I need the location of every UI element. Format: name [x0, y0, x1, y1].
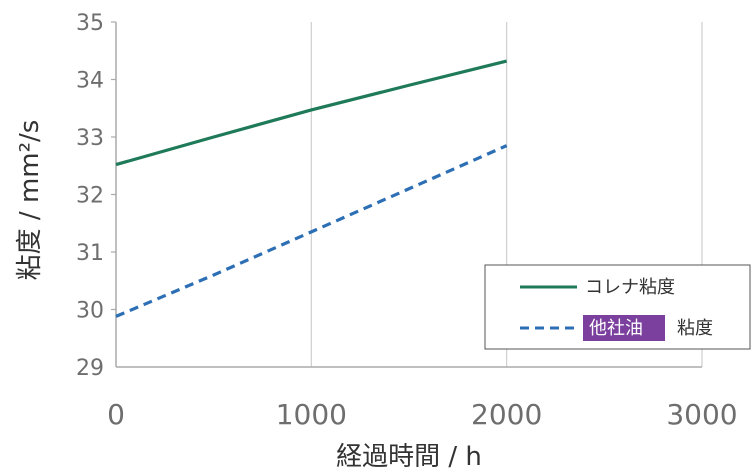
legend-label-series-2-rest: 粘度 — [677, 318, 713, 339]
y-tick-label: 32 — [76, 184, 104, 209]
x-tick-label: 3000 — [666, 398, 737, 431]
legend-highlight-box — [583, 315, 665, 341]
y-tick-label: 33 — [76, 126, 104, 151]
y-tick-label: 31 — [76, 241, 104, 266]
x-tick-labels: 0 1000 2000 3000 — [107, 398, 738, 431]
legend-label-series-1: コレナ粘度 — [585, 277, 675, 298]
series-line-1 — [115, 59, 508, 167]
y-tick-label: 29 — [76, 356, 104, 381]
x-tick-label: 0 — [107, 398, 125, 431]
x-tick-label: 2000 — [471, 398, 542, 431]
x-tick-label: 1000 — [276, 398, 347, 431]
legend-label-series-2-highlight: 他社油 — [589, 318, 643, 339]
y-axis-title: 粘度 / mm²/s — [15, 120, 45, 281]
series-line-2 — [115, 144, 508, 318]
y-tick-label: 34 — [76, 69, 104, 94]
y-tick-label: 35 — [76, 11, 104, 36]
axes — [115, 22, 702, 368]
y-tick-label: 30 — [76, 299, 104, 324]
series-lines — [115, 59, 508, 318]
x-axis-title: 経過時間 / h — [336, 442, 482, 472]
legend: コレナ粘度 他社油 粘度 — [484, 264, 751, 350]
y-tick-labels: 29 30 31 32 33 34 35 — [76, 11, 104, 381]
